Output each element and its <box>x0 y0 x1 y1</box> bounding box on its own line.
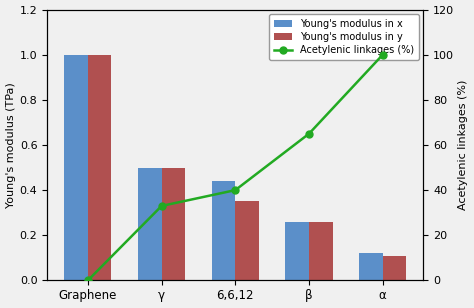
Bar <box>383 256 406 280</box>
Line: Acetylenic linkages (%): Acetylenic linkages (%) <box>84 51 386 284</box>
Legend: Young's modulus in x, Young's modulus in y, Acetylenic linkages (%): Young's modulus in x, Young's modulus in… <box>269 14 419 60</box>
Acetylenic linkages (%) <box>380 53 385 57</box>
Bar <box>285 222 309 280</box>
Y-axis label: Acetylenic linkages (%): Acetylenic linkages (%) <box>458 80 468 210</box>
Acetylenic linkages (%) <box>85 278 91 282</box>
Bar <box>212 181 235 280</box>
Bar <box>88 55 111 280</box>
Acetylenic linkages (%) <box>232 188 238 192</box>
Acetylenic linkages (%) <box>159 204 164 208</box>
Bar <box>235 201 259 280</box>
Y-axis label: Young's modulus (TPa): Young's modulus (TPa) <box>6 82 16 208</box>
Bar <box>359 253 383 280</box>
Bar <box>162 168 185 280</box>
Acetylenic linkages (%) <box>306 132 312 136</box>
Bar <box>64 55 88 280</box>
Bar <box>309 222 333 280</box>
Bar <box>138 168 162 280</box>
